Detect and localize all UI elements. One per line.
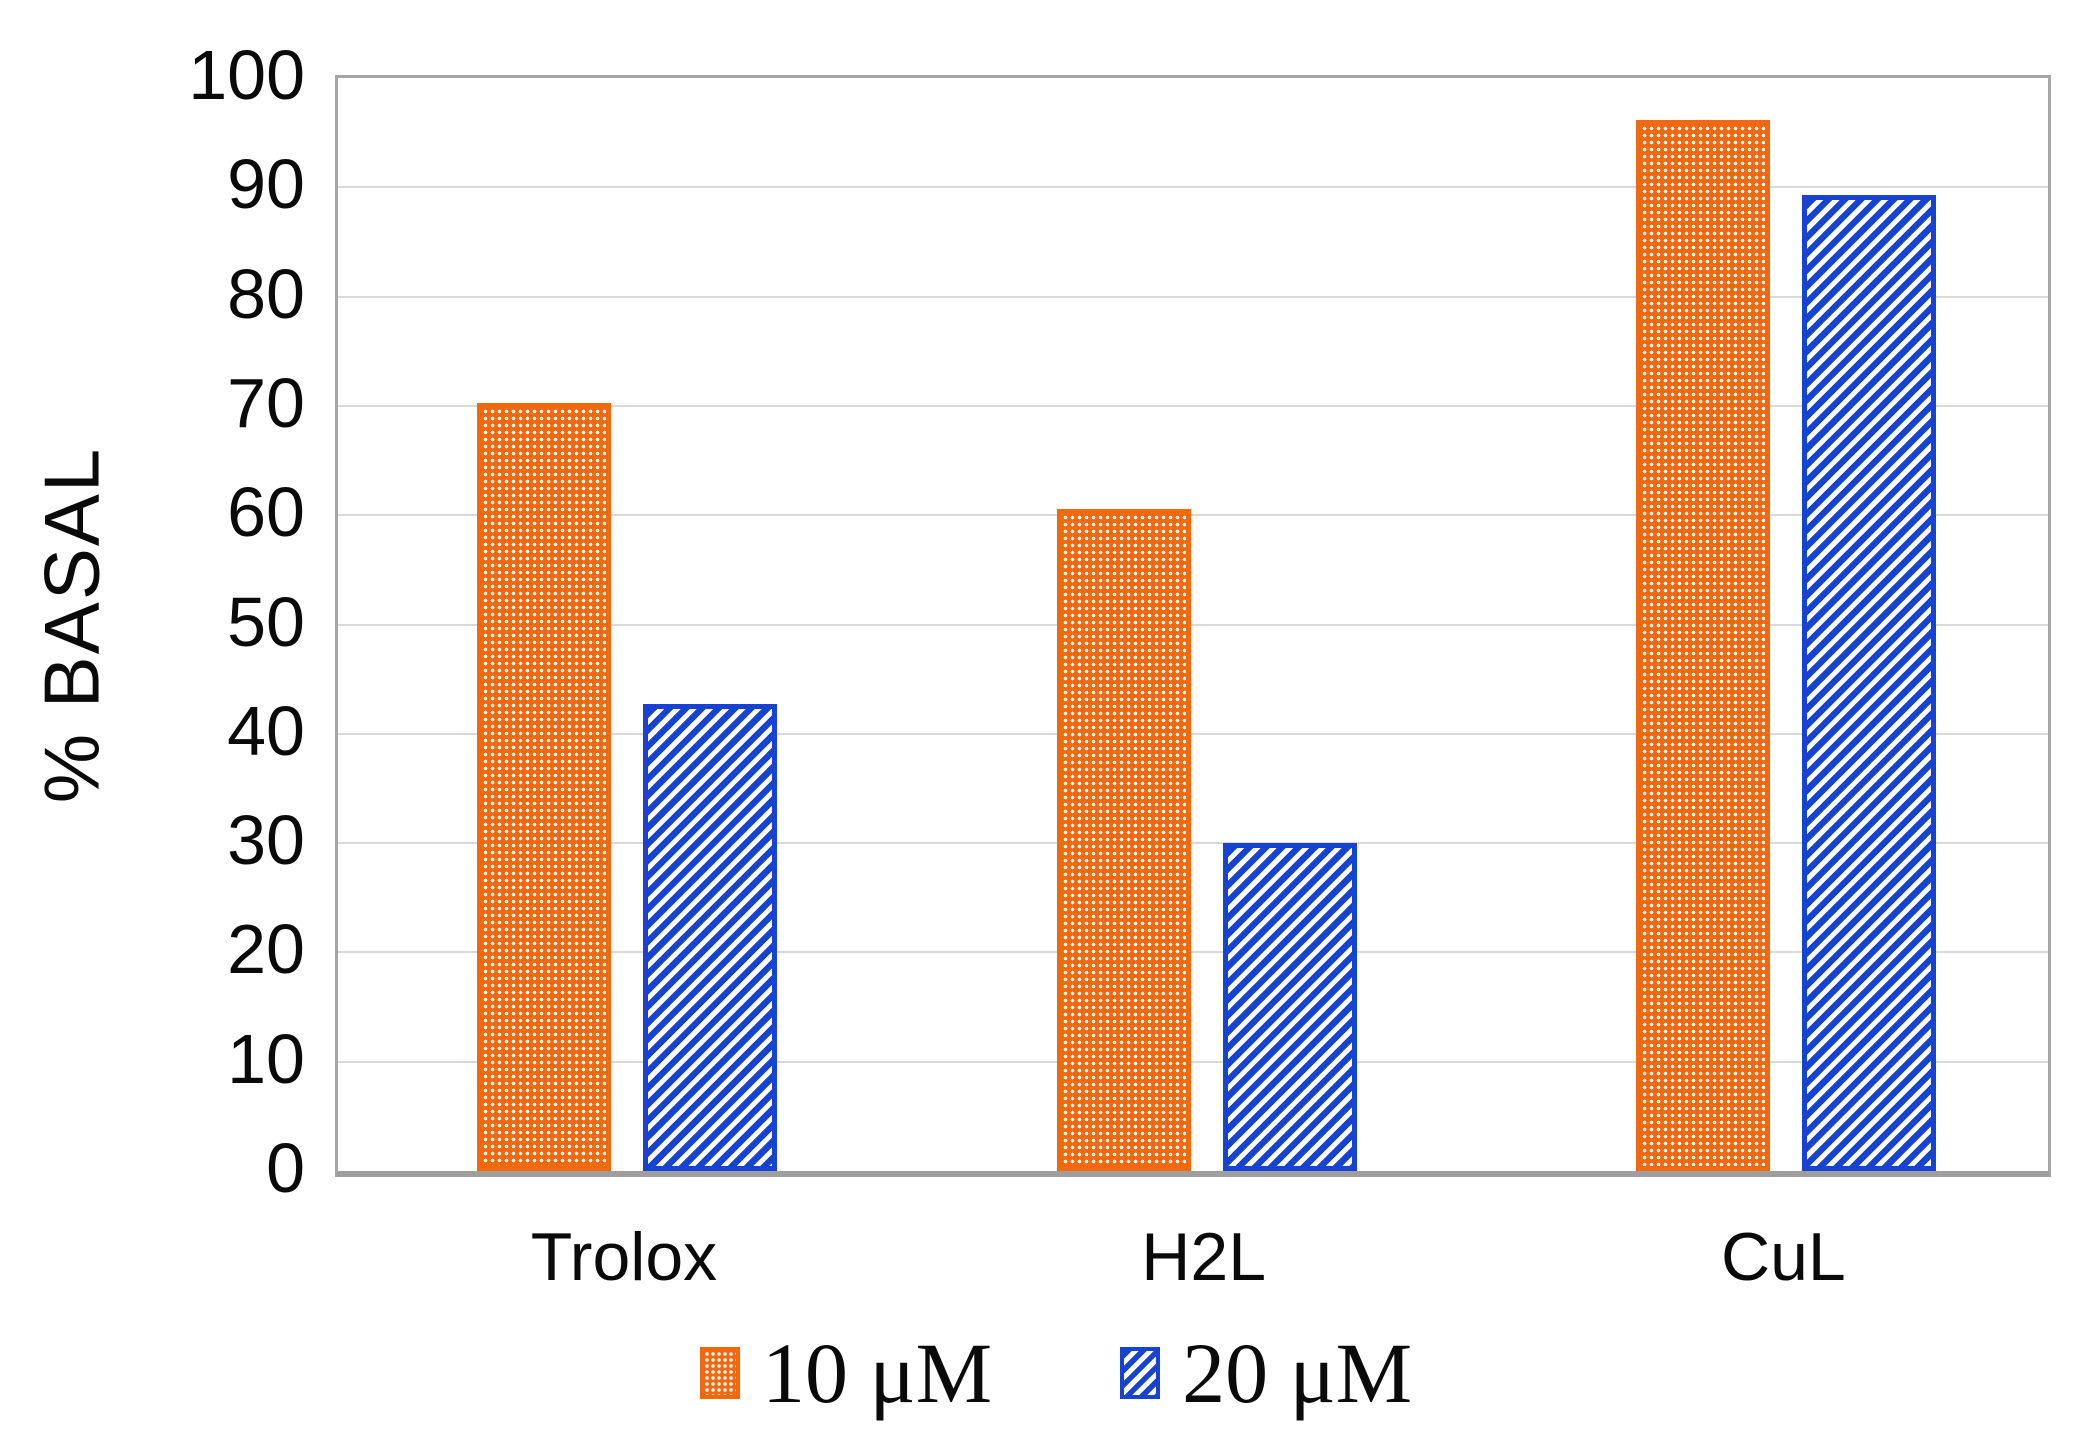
gridline-70 [338,404,2048,407]
bar-trolox-dots [476,402,611,1171]
legend-swatch-dots-icon [700,1347,740,1399]
y-tick-label-60: 60 [227,473,305,552]
gridline-20 [338,951,2048,954]
x-category-label-trolox: Trolox [530,1219,718,1295]
gridline-80 [338,295,2048,298]
y-tick-label-80: 80 [227,254,305,333]
y-tick-label-10: 10 [227,1019,305,1098]
bar-cul-stripes [1802,194,1937,1171]
y-tick-label-90: 90 [227,145,305,224]
legend-label: 20 μM [1182,1325,1413,1421]
legend-item-stripes: 20 μM [1120,1330,1412,1416]
y-tick-label-40: 40 [227,691,305,770]
y-tick-label-100: 100 [188,36,305,114]
legend-swatch-stripes-icon [1120,1347,1161,1399]
gridline-60 [338,514,2048,517]
gridline-10 [338,1060,2048,1063]
y-tick-label-30: 30 [227,801,305,880]
bar-h2l-dots [1056,508,1191,1171]
bar-h2l-stripes [1222,843,1357,1171]
bar-trolox-stripes [642,704,777,1171]
gridline-40 [338,732,2048,735]
bar-cul-dots [1636,119,1771,1171]
legend-item-dots: 10 μM [700,1330,992,1416]
gridline-90 [338,186,2048,189]
x-category-label-h2l: H2L [1141,1219,1267,1295]
gridline-30 [338,842,2048,845]
legend: 10 μM 20 μM [700,1330,1412,1416]
y-tick-label-20: 20 [227,910,305,989]
y-tick-label-50: 50 [227,582,305,661]
x-category-label-cul: CuL [1720,1219,1846,1295]
gridline-50 [338,623,2048,626]
legend-label: 10 μM [762,1325,993,1421]
plot-area [335,75,2051,1177]
y-tick-label-0: 0 [266,1129,305,1207]
y-tick-label-70: 70 [227,363,305,442]
